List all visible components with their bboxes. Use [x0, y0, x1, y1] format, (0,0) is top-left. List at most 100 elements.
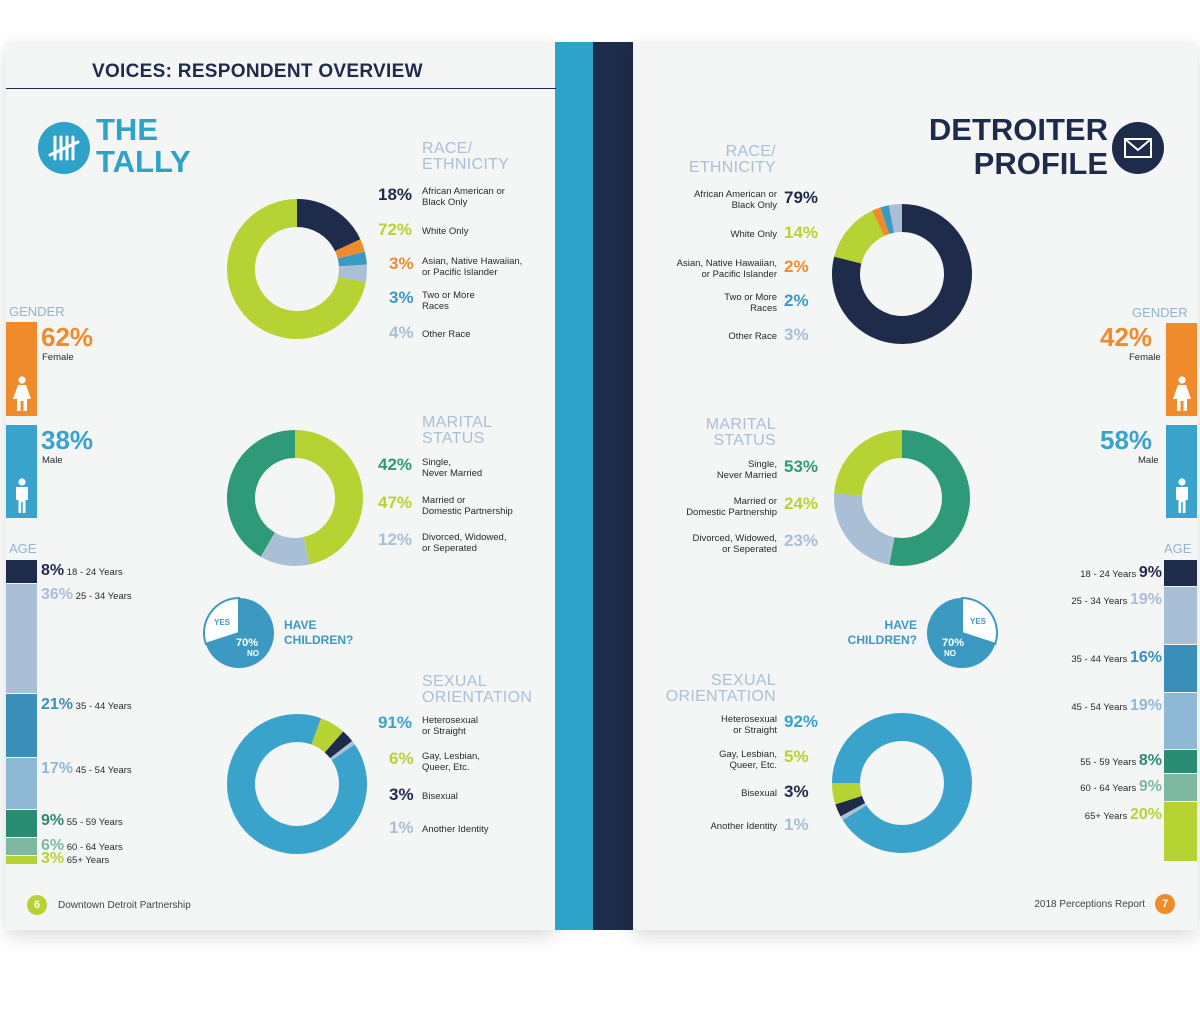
sexual-label-bi: Bisexual	[741, 788, 777, 799]
marital-label-divorced: Divorced, Widowed, or Seperated	[692, 533, 777, 555]
age-pct: 19%	[1129, 591, 1162, 609]
marital-pct-single: 42%	[378, 455, 413, 474]
age-pct: 8%	[41, 562, 65, 579]
donut-slice-1	[832, 782, 863, 805]
donut-slice-0	[889, 430, 970, 566]
donut-slice-4	[888, 204, 903, 233]
tally-title-line1: THE	[96, 112, 158, 147]
race-pct-two-or-more: 2%	[784, 291, 809, 310]
donut-slice-3	[330, 740, 355, 761]
age-pct: 9%	[41, 812, 65, 830]
gender-female-pct: 62%	[41, 322, 94, 352]
age-segment	[6, 855, 37, 864]
donut-slice-1	[227, 199, 366, 339]
age-range: 18 - 24 Years	[1080, 568, 1139, 580]
race-pct-white: 72%	[378, 220, 413, 239]
gender-female-label: Female	[1129, 352, 1161, 363]
donut-slice-2	[834, 493, 896, 565]
age-segment	[1164, 644, 1197, 692]
sexual-label-gay: Gay, Lesbian, Queer, Etc.	[719, 749, 777, 771]
age-segment	[6, 758, 37, 810]
age-label: 9% 55 - 59 Years	[41, 812, 123, 830]
marital-label-single: Single, Never Married	[422, 457, 483, 479]
header-rule	[6, 88, 556, 89]
page-number-badge: 7	[1155, 894, 1175, 914]
race-label-black: African American or Black Only	[422, 186, 505, 208]
donut-slice-1	[834, 210, 885, 265]
age-range: 25 - 34 Years	[73, 591, 132, 603]
profile-title-line2: PROFILE	[973, 146, 1108, 181]
sexual-donut-chart	[832, 713, 972, 853]
donut-slice-3	[337, 251, 367, 267]
marital-pct-married: 47%	[378, 493, 413, 512]
sexual-pct-gay: 5%	[784, 747, 809, 766]
age-pct: 3%	[41, 850, 65, 868]
age-pct: 9%	[1138, 563, 1162, 581]
donut-slice-2	[872, 207, 890, 237]
sexual-section-title: SEXUAL ORIENTATION	[422, 673, 533, 706]
marital-pct-married: 24%	[784, 494, 819, 513]
donut-slice-3	[840, 802, 867, 821]
donut-slice-0	[227, 714, 367, 854]
marital-donut-chart	[834, 430, 970, 566]
donut-slice-0	[832, 204, 972, 344]
race-pct-other: 4%	[389, 323, 414, 342]
marital-pct-divorced: 23%	[784, 531, 819, 550]
age-pct: 9%	[1138, 778, 1162, 795]
age-range: 18 - 24 Years	[64, 567, 123, 578]
children-no-pct: 70%	[236, 637, 259, 649]
race-pct-two-or-more: 3%	[389, 288, 414, 307]
age-segment	[1164, 801, 1197, 861]
race-label-asian: Asian, Native Hawaiian, or Pacific Island…	[422, 256, 523, 278]
sexual-label-hetero: Heterosexual or Straight	[422, 715, 478, 737]
age-label: 21% 35 - 44 Years	[41, 696, 132, 714]
marital-section-title: MARITAL STATUS	[705, 416, 776, 449]
race-label-white: White Only	[422, 226, 469, 237]
donut-slice-1	[310, 718, 344, 753]
marital-section-title: MARITAL STATUS	[422, 414, 493, 447]
age-range: 35 - 44 Years	[73, 701, 132, 713]
race-pct-asian: 3%	[389, 254, 414, 273]
age-range: 45 - 54 Years	[73, 765, 132, 777]
age-segment	[1164, 692, 1197, 750]
gender-male-pct: 58%	[1100, 425, 1153, 455]
race-pct-white: 14%	[784, 223, 819, 242]
age-pct: 21%	[41, 696, 74, 714]
age-segment	[1164, 560, 1197, 587]
sexual-label-another: Another Identity	[710, 821, 777, 832]
sexual-pct-hetero: 91%	[378, 713, 413, 732]
age-label: 6% 60 - 64 Years	[41, 837, 123, 855]
sexual-pct-another: 1%	[784, 815, 809, 834]
children-yes-slice	[961, 596, 998, 646]
age-label: 18 - 24 Years 9%	[1004, 564, 1162, 582]
marital-donut-chart	[227, 430, 363, 566]
age-label: 36% 25 - 34 Years	[41, 586, 132, 604]
marital-pct-divorced: 12%	[378, 530, 413, 549]
age-label: 25 - 34 Years 19%	[1004, 591, 1162, 609]
race-label-other: Other Race	[728, 331, 777, 342]
gender-title: GENDER	[9, 304, 65, 319]
race-pct-asian: 2%	[784, 257, 809, 276]
sexual-pct-hetero: 92%	[784, 712, 819, 731]
age-segment	[6, 560, 37, 584]
donut-slice-0	[296, 199, 361, 252]
tally-title-line2: TALLY	[96, 144, 191, 179]
tally-marks-icon	[38, 122, 90, 174]
age-label: 8% 18 - 24 Years	[41, 562, 123, 580]
age-range: 65+ Years	[64, 855, 110, 867]
age-stacked-bar	[1164, 560, 1197, 862]
age-pct: 20%	[1129, 805, 1162, 823]
age-segment	[6, 837, 37, 855]
age-segment	[1164, 750, 1197, 774]
age-range: 25 - 34 Years	[1071, 596, 1130, 608]
gender-male-bar	[6, 425, 37, 518]
donut-slice-0	[227, 430, 296, 557]
donut-slice-0	[832, 713, 972, 853]
donut-slice-2	[324, 731, 353, 759]
sexual-pct-bi: 3%	[784, 782, 809, 801]
age-label: 60 - 64 Years 9%	[1004, 778, 1162, 796]
race-label-two-or-more: Two or More Races	[422, 290, 475, 312]
children-yes-label: YES	[970, 617, 987, 626]
age-pct: 6%	[41, 836, 65, 854]
page-number-badge: 6	[27, 895, 47, 915]
